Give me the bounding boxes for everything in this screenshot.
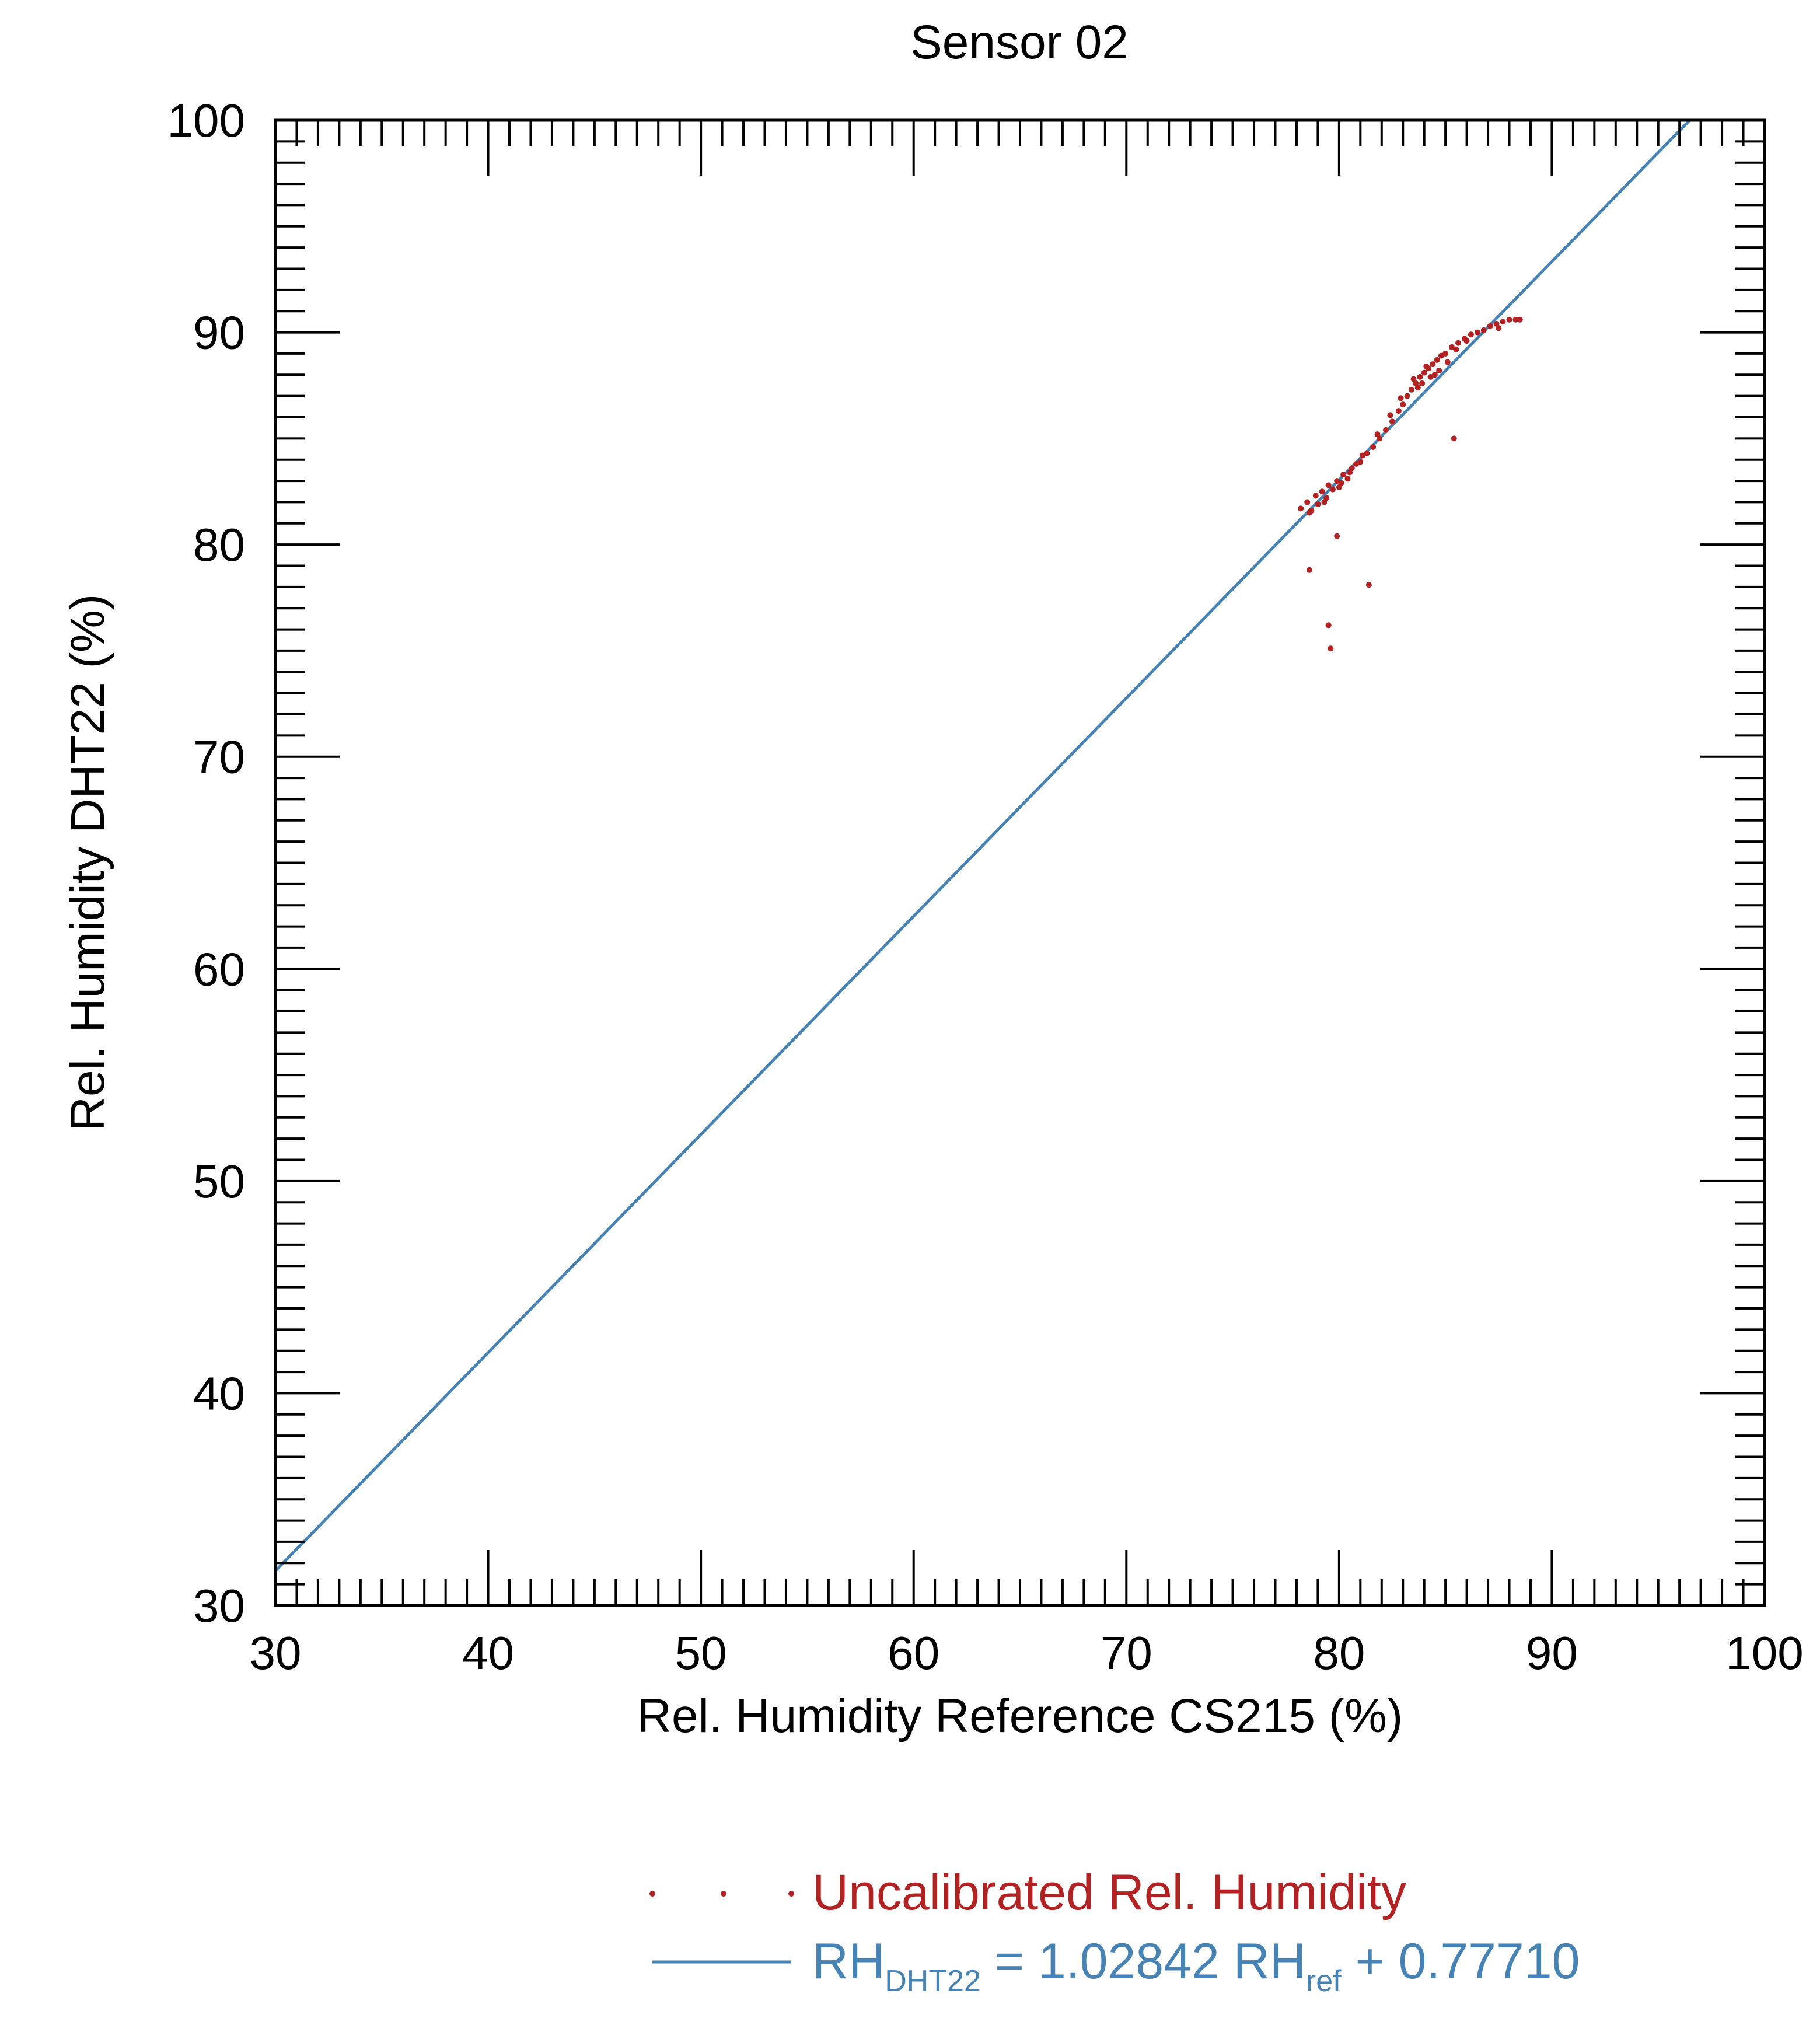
scatter-point: [1365, 582, 1372, 588]
y-tick-label: 60: [193, 943, 245, 995]
scatter-point: [1344, 476, 1351, 482]
scatter-point: [1421, 369, 1427, 376]
plot-frame: [274, 118, 1766, 1607]
legend-fit-rh: RH: [812, 1933, 885, 1989]
scatter-point: [1347, 469, 1353, 476]
scatter-point: [1319, 488, 1325, 495]
fit-line: [275, 120, 1692, 1572]
y-tick-label: 80: [193, 519, 245, 571]
scatter-point: [1430, 361, 1436, 368]
scatter-point: [1304, 499, 1311, 505]
legend-fit-sub-dht22: DHT22: [885, 1964, 981, 1998]
x-tick-label: 30: [250, 1627, 302, 1679]
scatter-point: [1474, 329, 1480, 336]
scatter-point: [1500, 319, 1506, 325]
scatter-point: [1487, 323, 1493, 329]
scatter-point: [1434, 357, 1440, 363]
scatter-point: [1512, 316, 1519, 323]
scatter-point: [1517, 316, 1523, 323]
x-tick-label: 70: [1101, 1627, 1152, 1679]
scatter-point: [1334, 533, 1340, 539]
legend-fit-sub-ref: ref: [1306, 1964, 1342, 1998]
scatter-point: [1395, 408, 1402, 414]
scatter-point: [1468, 331, 1474, 338]
scatter-point: [1315, 501, 1321, 508]
legend-scatter-marker: [649, 1891, 794, 1897]
x-tick-label: 100: [1725, 1627, 1803, 1679]
scatter-point: [1328, 645, 1334, 652]
chart-title: Sensor 02: [910, 16, 1129, 69]
scatter-point: [1419, 380, 1426, 386]
scatter-point: [1306, 567, 1312, 573]
y-tick-labels: 30 40 50 60 70 80 90 100: [167, 95, 245, 1632]
legend: Uncalibrated Rel. Humidity RHDHT22 = 1.0…: [649, 1865, 1580, 1998]
x-tick-label: 90: [1526, 1627, 1578, 1679]
scatter-point: [1423, 363, 1430, 369]
scatter-point: [1408, 386, 1414, 393]
legend-label-scatter: Uncalibrated Rel. Humidity: [812, 1865, 1406, 1921]
scatter-point: [1410, 376, 1417, 382]
scatter-point: [1338, 480, 1344, 486]
x-tick-label: 50: [675, 1627, 727, 1679]
scatter-point: [1389, 418, 1395, 425]
scatter-point: [1480, 327, 1487, 333]
scatter-point: [1400, 401, 1406, 408]
scatter-point: [1357, 459, 1364, 465]
scatter-point: [1359, 452, 1365, 459]
scatter-point: [1506, 316, 1512, 323]
y-tick-label: 90: [193, 307, 245, 359]
scatter-point: [1321, 499, 1328, 505]
scatter-point: [1387, 412, 1393, 418]
scatter-point: [1329, 486, 1336, 493]
scatter-point: [1298, 505, 1304, 512]
scatter-point: [1451, 435, 1457, 442]
scatter-point: [1370, 444, 1377, 450]
y-tick-label: 30: [193, 1580, 245, 1632]
y-tick-label: 100: [167, 95, 245, 146]
scatter-point: [1325, 482, 1332, 488]
scatter-point: [1453, 346, 1459, 352]
scatter-point: [1455, 340, 1462, 346]
scatter-point: [1340, 472, 1347, 478]
scatter-points: [1298, 316, 1523, 652]
scatter-point: [1417, 373, 1423, 380]
scatter-point: [1496, 325, 1502, 331]
scatter-point: [1414, 385, 1421, 391]
legend-fit-intercept: + 0.77710: [1342, 1933, 1580, 1989]
y-axis-title: Rel. Humidity DHT22 (%): [61, 594, 114, 1131]
scatter-point: [1398, 395, 1404, 401]
y-tick-label: 50: [193, 1155, 245, 1207]
x-tick-label: 60: [888, 1627, 939, 1679]
x-tick-labels: 30 40 50 60 70 80 90 100: [250, 1627, 1804, 1679]
scatter-point: [1442, 350, 1449, 357]
x-tick-label: 40: [462, 1627, 514, 1679]
axis-ticks: [274, 119, 1766, 1607]
scatter-point: [1306, 509, 1312, 516]
y-tick-label: 70: [193, 731, 245, 783]
scatter-point: [1436, 368, 1442, 374]
scatter-point: [1325, 622, 1332, 629]
scatter-point: [1374, 431, 1381, 438]
scatter-point: [1383, 427, 1389, 433]
legend-label-fit: RHDHT22 = 1.02842 RHref + 0.77710: [812, 1933, 1580, 1998]
x-tick-label: 80: [1313, 1627, 1365, 1679]
scatter-point: [1444, 359, 1451, 365]
scatter-point: [1404, 393, 1410, 399]
x-axis-title: Rel. Humidity Reference CS215 (%): [637, 1689, 1403, 1743]
scatter-point: [1431, 372, 1438, 378]
scatter-point: [1463, 338, 1470, 344]
scatter-point: [1312, 493, 1319, 499]
y-tick-label: 40: [193, 1367, 245, 1419]
legend-fit-slope: = 1.02842 RH: [981, 1933, 1306, 1989]
